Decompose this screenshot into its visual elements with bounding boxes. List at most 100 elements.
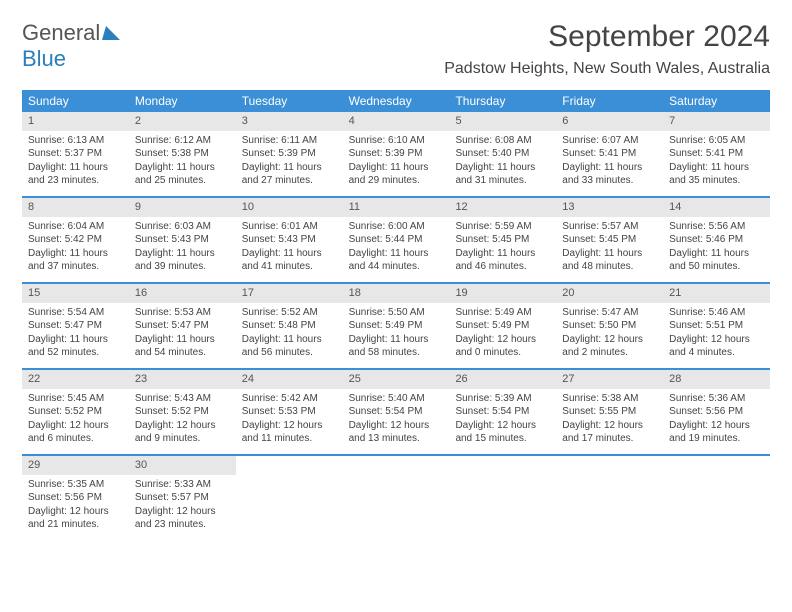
sunset-text: Sunset: 5:47 PM — [135, 319, 230, 333]
day-cell: 30Sunrise: 5:33 AMSunset: 5:57 PMDayligh… — [129, 456, 236, 540]
day-cell: 2Sunrise: 6:12 AMSunset: 5:38 PMDaylight… — [129, 112, 236, 196]
title-block: September 2024 Padstow Heights, New Sout… — [444, 20, 770, 86]
day-cell: 22Sunrise: 5:45 AMSunset: 5:52 PMDayligh… — [22, 370, 129, 454]
day-body: Sunrise: 6:07 AMSunset: 5:41 PMDaylight:… — [556, 131, 663, 194]
day-cell: 24Sunrise: 5:42 AMSunset: 5:53 PMDayligh… — [236, 370, 343, 454]
logo: General Blue — [22, 20, 120, 72]
sunset-text: Sunset: 5:45 PM — [455, 233, 550, 247]
day-body: Sunrise: 5:40 AMSunset: 5:54 PMDaylight:… — [343, 389, 450, 452]
day-body: Sunrise: 5:49 AMSunset: 5:49 PMDaylight:… — [449, 303, 556, 366]
day-number: 3 — [236, 112, 343, 131]
day-body: Sunrise: 6:13 AMSunset: 5:37 PMDaylight:… — [22, 131, 129, 194]
sunset-text: Sunset: 5:37 PM — [28, 147, 123, 161]
day-number: 25 — [343, 370, 450, 389]
day-body: Sunrise: 5:43 AMSunset: 5:52 PMDaylight:… — [129, 389, 236, 452]
sunrise-text: Sunrise: 6:00 AM — [349, 220, 444, 234]
weekday-header: Sunday — [22, 90, 129, 112]
sunrise-text: Sunrise: 6:07 AM — [562, 134, 657, 148]
daylight-text: Daylight: 11 hours — [669, 161, 764, 175]
day-number: 2 — [129, 112, 236, 131]
day-number: 26 — [449, 370, 556, 389]
day-cell: 7Sunrise: 6:05 AMSunset: 5:41 PMDaylight… — [663, 112, 770, 196]
daylight-text: and 4 minutes. — [669, 346, 764, 360]
week-row: 22Sunrise: 5:45 AMSunset: 5:52 PMDayligh… — [22, 370, 770, 456]
day-cell: 4Sunrise: 6:10 AMSunset: 5:39 PMDaylight… — [343, 112, 450, 196]
daylight-text: and 25 minutes. — [135, 174, 230, 188]
daylight-text: Daylight: 11 hours — [455, 247, 550, 261]
daylight-text: Daylight: 12 hours — [135, 505, 230, 519]
week-row: 29Sunrise: 5:35 AMSunset: 5:56 PMDayligh… — [22, 456, 770, 540]
day-cell: 21Sunrise: 5:46 AMSunset: 5:51 PMDayligh… — [663, 284, 770, 368]
weekday-header: Friday — [556, 90, 663, 112]
daylight-text: and 37 minutes. — [28, 260, 123, 274]
day-cell: . — [663, 456, 770, 540]
week-row: 1Sunrise: 6:13 AMSunset: 5:37 PMDaylight… — [22, 112, 770, 198]
weekday-header-row: Sunday Monday Tuesday Wednesday Thursday… — [22, 90, 770, 112]
sunrise-text: Sunrise: 5:40 AM — [349, 392, 444, 406]
sunset-text: Sunset: 5:41 PM — [669, 147, 764, 161]
day-body: Sunrise: 6:05 AMSunset: 5:41 PMDaylight:… — [663, 131, 770, 194]
day-cell: 1Sunrise: 6:13 AMSunset: 5:37 PMDaylight… — [22, 112, 129, 196]
day-cell: 3Sunrise: 6:11 AMSunset: 5:39 PMDaylight… — [236, 112, 343, 196]
day-cell: 18Sunrise: 5:50 AMSunset: 5:49 PMDayligh… — [343, 284, 450, 368]
sunrise-text: Sunrise: 5:38 AM — [562, 392, 657, 406]
sunrise-text: Sunrise: 5:56 AM — [669, 220, 764, 234]
daylight-text: and 23 minutes. — [135, 518, 230, 532]
daylight-text: Daylight: 12 hours — [562, 333, 657, 347]
day-number: 12 — [449, 198, 556, 217]
sunrise-text: Sunrise: 6:08 AM — [455, 134, 550, 148]
sunset-text: Sunset: 5:49 PM — [349, 319, 444, 333]
day-number: 10 — [236, 198, 343, 217]
day-cell: 27Sunrise: 5:38 AMSunset: 5:55 PMDayligh… — [556, 370, 663, 454]
daylight-text: Daylight: 11 hours — [242, 247, 337, 261]
day-body: Sunrise: 6:01 AMSunset: 5:43 PMDaylight:… — [236, 217, 343, 280]
day-body: Sunrise: 5:56 AMSunset: 5:46 PMDaylight:… — [663, 217, 770, 280]
daylight-text: and 9 minutes. — [135, 432, 230, 446]
day-cell: 23Sunrise: 5:43 AMSunset: 5:52 PMDayligh… — [129, 370, 236, 454]
day-number: 6 — [556, 112, 663, 131]
day-cell: 29Sunrise: 5:35 AMSunset: 5:56 PMDayligh… — [22, 456, 129, 540]
day-cell: 12Sunrise: 5:59 AMSunset: 5:45 PMDayligh… — [449, 198, 556, 282]
day-cell: . — [556, 456, 663, 540]
sunrise-text: Sunrise: 5:53 AM — [135, 306, 230, 320]
sunset-text: Sunset: 5:38 PM — [135, 147, 230, 161]
day-body: Sunrise: 6:12 AMSunset: 5:38 PMDaylight:… — [129, 131, 236, 194]
day-body: Sunrise: 5:33 AMSunset: 5:57 PMDaylight:… — [129, 475, 236, 538]
daylight-text: Daylight: 12 hours — [455, 333, 550, 347]
daylight-text: and 35 minutes. — [669, 174, 764, 188]
weekday-header: Thursday — [449, 90, 556, 112]
day-body: Sunrise: 6:10 AMSunset: 5:39 PMDaylight:… — [343, 131, 450, 194]
day-number: 27 — [556, 370, 663, 389]
sunrise-text: Sunrise: 5:45 AM — [28, 392, 123, 406]
day-number: 11 — [343, 198, 450, 217]
day-cell: 16Sunrise: 5:53 AMSunset: 5:47 PMDayligh… — [129, 284, 236, 368]
day-body: Sunrise: 6:08 AMSunset: 5:40 PMDaylight:… — [449, 131, 556, 194]
sunrise-text: Sunrise: 5:46 AM — [669, 306, 764, 320]
sunrise-text: Sunrise: 5:47 AM — [562, 306, 657, 320]
day-number: 23 — [129, 370, 236, 389]
daylight-text: and 46 minutes. — [455, 260, 550, 274]
day-number: 16 — [129, 284, 236, 303]
daylight-text: and 13 minutes. — [349, 432, 444, 446]
daylight-text: Daylight: 11 hours — [349, 247, 444, 261]
day-number: 9 — [129, 198, 236, 217]
sunset-text: Sunset: 5:39 PM — [242, 147, 337, 161]
day-cell: 8Sunrise: 6:04 AMSunset: 5:42 PMDaylight… — [22, 198, 129, 282]
daylight-text: and 52 minutes. — [28, 346, 123, 360]
sunset-text: Sunset: 5:43 PM — [242, 233, 337, 247]
sunset-text: Sunset: 5:54 PM — [455, 405, 550, 419]
day-cell: 25Sunrise: 5:40 AMSunset: 5:54 PMDayligh… — [343, 370, 450, 454]
sunset-text: Sunset: 5:51 PM — [669, 319, 764, 333]
daylight-text: Daylight: 12 hours — [669, 419, 764, 433]
sunrise-text: Sunrise: 5:39 AM — [455, 392, 550, 406]
daylight-text: and 15 minutes. — [455, 432, 550, 446]
daylight-text: and 33 minutes. — [562, 174, 657, 188]
daylight-text: Daylight: 12 hours — [242, 419, 337, 433]
daylight-text: Daylight: 11 hours — [242, 333, 337, 347]
day-number: 4 — [343, 112, 450, 131]
sunset-text: Sunset: 5:39 PM — [349, 147, 444, 161]
day-body: Sunrise: 6:11 AMSunset: 5:39 PMDaylight:… — [236, 131, 343, 194]
day-number: 20 — [556, 284, 663, 303]
daylight-text: and 17 minutes. — [562, 432, 657, 446]
sunrise-text: Sunrise: 5:49 AM — [455, 306, 550, 320]
